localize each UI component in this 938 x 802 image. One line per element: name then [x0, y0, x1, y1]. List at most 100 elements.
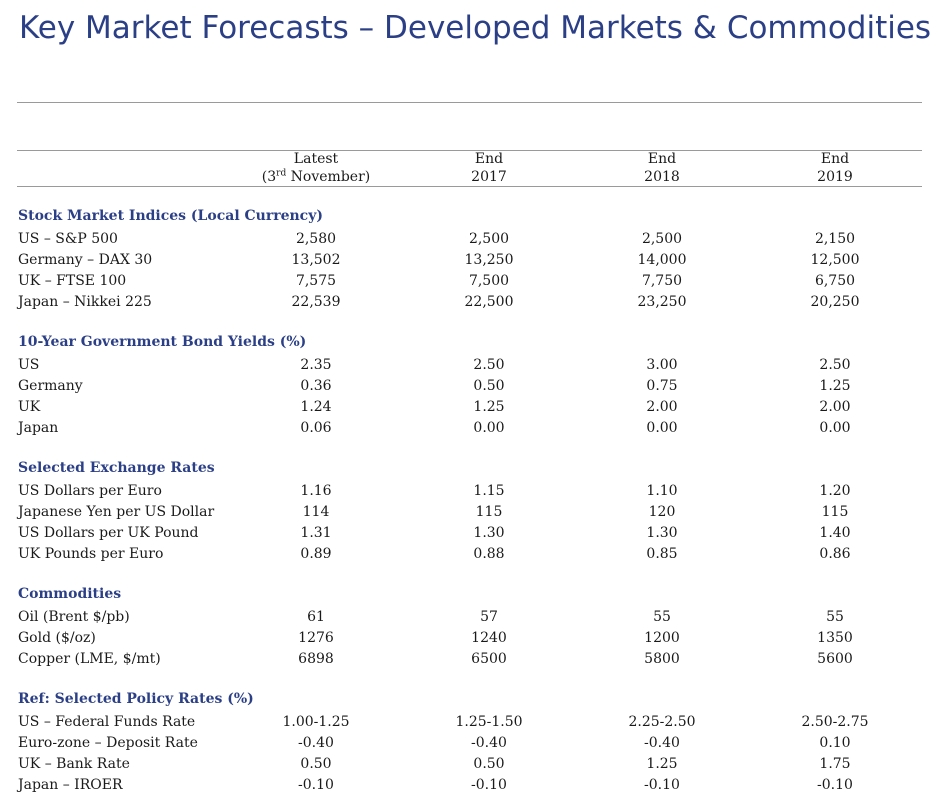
table-cell: 7,575	[295, 273, 337, 289]
table-cell: 1276	[298, 630, 334, 646]
page-title: Key Market Forecasts – Developed Markets…	[19, 10, 932, 46]
section-heading: Selected Exchange Rates	[18, 460, 215, 476]
table-cell: 55	[826, 609, 844, 625]
table-cell: 1240	[471, 630, 507, 646]
table-cell: 1.30	[646, 525, 678, 541]
table-cell: 2,150	[814, 231, 856, 247]
title-divider	[17, 102, 922, 103]
table-cell: -0.10	[298, 777, 334, 793]
table-cell: 22,539	[291, 294, 341, 310]
table-cell: 115	[475, 504, 503, 520]
table-cell: 0.00	[646, 420, 678, 436]
table-row: Japan 0.06 0.00 0.00 0.00	[0, 418, 938, 439]
table-cell: 1200	[644, 630, 680, 646]
header-top-rule	[17, 150, 922, 151]
section-heading: 10-Year Government Bond Yields (%)	[18, 334, 307, 350]
table-cell: 1.25	[646, 756, 678, 772]
table-row: Copper (LME, $/mt) 6898 6500 5800 5600	[0, 649, 938, 670]
row-label: UK – FTSE 100	[18, 273, 127, 289]
row-label: Germany – DAX 30	[18, 252, 153, 268]
table-row: Japan – IROER -0.10 -0.10 -0.10 -0.10	[0, 775, 938, 796]
table-cell: 2,500	[641, 231, 683, 247]
table-cell: 2.50	[473, 357, 505, 373]
table-cell: 2,580	[295, 231, 337, 247]
section-heading: Commodities	[18, 586, 122, 602]
table-row: UK – FTSE 100 7,575 7,500 7,750 6,750	[0, 271, 938, 292]
table-cell: 23,250	[637, 294, 687, 310]
table-cell: 20,250	[810, 294, 860, 310]
table-cell: 55	[653, 609, 671, 625]
row-label: US	[18, 357, 40, 373]
column-header-line1: Latest	[293, 151, 339, 167]
table-row: US – Federal Funds Rate 1.00-1.25 1.25-1.5…	[0, 712, 938, 733]
table-cell: 1.25-1.50	[455, 714, 523, 730]
table-row: US Dollars per Euro 1.16 1.15 1.10 1.20	[0, 481, 938, 502]
column-header-end-2017: End 2017	[471, 150, 507, 186]
row-label: UK – Bank Rate	[18, 756, 130, 772]
table-row: Euro-zone – Deposit Rate -0.40 -0.40 -0.40 0…	[0, 733, 938, 754]
table-cell: -0.40	[471, 735, 507, 751]
table-cell: 6,750	[814, 273, 856, 289]
row-label: Copper (LME, $/mt)	[18, 651, 161, 667]
table-cell: 2.35	[300, 357, 332, 373]
table-row: UK 1.24 1.25 2.00 2.00	[0, 397, 938, 418]
table-cell: 57	[480, 609, 498, 625]
table-cell: 1350	[817, 630, 853, 646]
table-row: US Dollars per UK Pound 1.31 1.30 1.30 1.40	[0, 523, 938, 544]
table-cell: 14,000	[637, 252, 687, 268]
table-cell: 0.00	[819, 420, 851, 436]
row-label: Japan – Nikkei 225	[18, 294, 152, 310]
table-cell: -0.40	[644, 735, 680, 751]
table-cell: 2.00	[819, 399, 851, 415]
table-cell: 1.40	[819, 525, 851, 541]
table-row: Japanese Yen per US Dollar 114 115 120 115	[0, 502, 938, 523]
column-header-end-2019: End 2019	[817, 150, 853, 186]
table-cell: -0.10	[817, 777, 853, 793]
section-heading: Ref: Selected Policy Rates (%)	[18, 691, 254, 707]
table-cell: 0.50	[473, 756, 505, 772]
table-cell: 2.50-2.75	[801, 714, 869, 730]
table-cell: 13,250	[464, 252, 514, 268]
column-header-line1: End	[474, 151, 504, 167]
row-label: Germany	[18, 378, 83, 394]
table-cell: 0.75	[646, 378, 678, 394]
header-bottom-rule	[17, 186, 922, 187]
table-cell: 1.25	[473, 399, 505, 415]
table-row: Oil (Brent $/pb) 61 57 55 55	[0, 607, 938, 628]
table-cell: 1.24	[300, 399, 332, 415]
row-label: Japan	[18, 420, 59, 436]
table-cell: 1.75	[819, 756, 851, 772]
table-cell: 6500	[471, 651, 507, 667]
table-cell: 2.50	[819, 357, 851, 373]
table-cell: -0.10	[471, 777, 507, 793]
table-cell: 5600	[817, 651, 853, 667]
section-heading: Stock Market Indices (Local Currency)	[18, 208, 323, 224]
table-cell: 1.30	[473, 525, 505, 541]
column-header-line1: End	[820, 151, 850, 167]
table-cell: 0.36	[300, 378, 332, 394]
table-cell: 1.10	[646, 483, 678, 499]
table-cell: 0.10	[819, 735, 851, 751]
table-cell: 0.50	[300, 756, 332, 772]
table-cell: -0.10	[644, 777, 680, 793]
table-cell: 6898	[298, 651, 334, 667]
table-row: Gold ($/oz) 1276 1240 1200 1350	[0, 628, 938, 649]
table-row: US – S&P 500 2,580 2,500 2,500 2,150	[0, 229, 938, 250]
table-row: US 2.35 2.50 3.00 2.50	[0, 355, 938, 376]
table-cell: 115	[821, 504, 849, 520]
row-label: US – Federal Funds Rate	[18, 714, 196, 730]
table-cell: 0.50	[473, 378, 505, 394]
table-cell: 1.20	[819, 483, 851, 499]
table-cell: 0.85	[646, 546, 678, 562]
table-cell: 2.00	[646, 399, 678, 415]
row-label: US Dollars per UK Pound	[18, 525, 199, 541]
table-cell: 2,500	[468, 231, 510, 247]
table-cell: 0.89	[300, 546, 332, 562]
table-cell: -0.40	[298, 735, 334, 751]
table-cell: 12,500	[810, 252, 860, 268]
table-row: UK – Bank Rate 0.50 0.50 1.25 1.75	[0, 754, 938, 775]
column-header-end-2018: End 2018	[644, 150, 680, 186]
column-header-line1: End	[647, 151, 677, 167]
table-cell: 13,502	[291, 252, 341, 268]
column-header-line2: 2018	[644, 169, 680, 185]
